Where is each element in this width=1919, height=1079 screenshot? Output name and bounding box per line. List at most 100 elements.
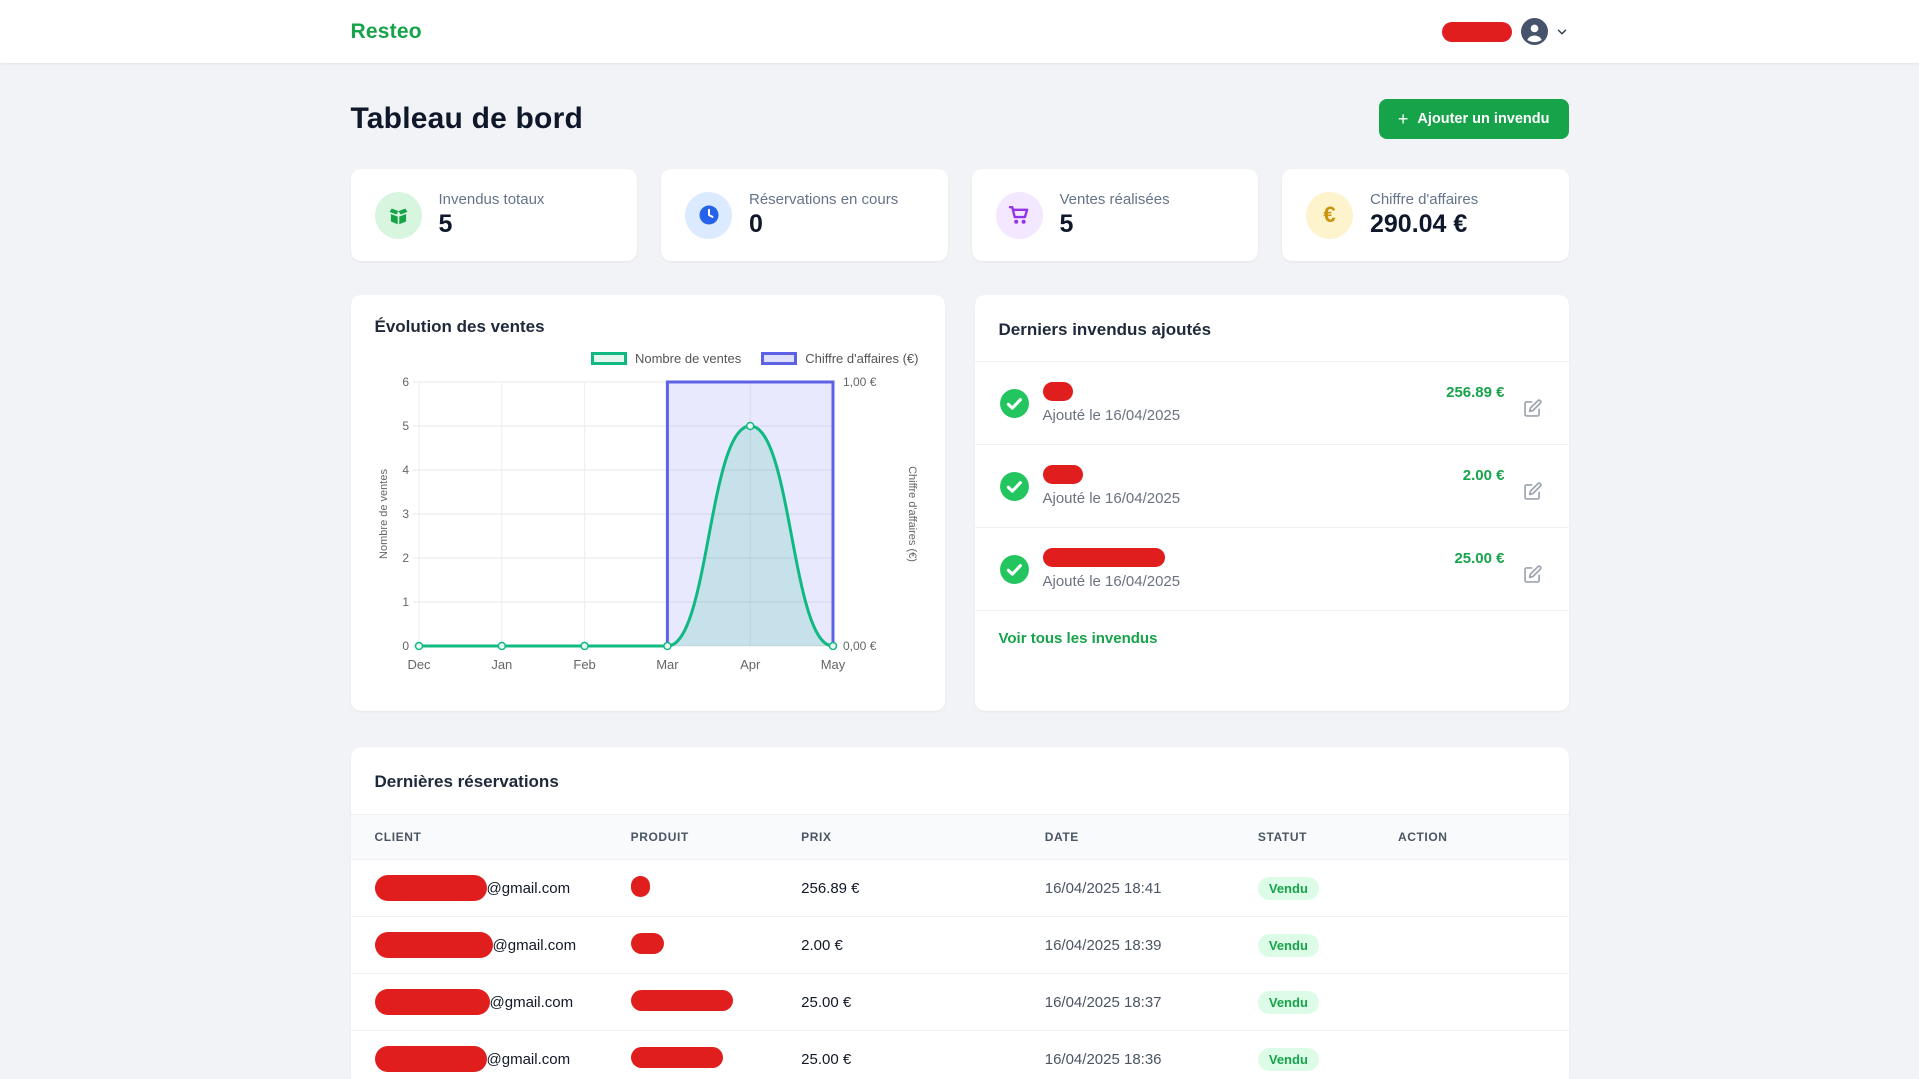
- product-redacted: [630, 875, 650, 897]
- open-box-icon: [374, 191, 422, 239]
- column-header-client: Client: [350, 814, 631, 860]
- page-title: Tableau de bord: [350, 102, 583, 135]
- svg-text:Mar: Mar: [656, 657, 679, 672]
- clock-icon: [685, 191, 732, 239]
- svg-text:1: 1: [402, 595, 409, 609]
- reservation-date: 16/04/2025 18:37: [1044, 973, 1258, 1031]
- client-email-suffix: @gmail.com: [486, 879, 571, 897]
- reservation-price: 256.89 €: [801, 859, 1045, 917]
- unsold-price: 2.00 €: [1462, 467, 1505, 484]
- status-badge: Vendu: [1257, 1047, 1319, 1071]
- reservations-table-body: @gmail.com 256.89 € 16/04/2025 18:41 Ven…: [350, 859, 1569, 1079]
- user-menu[interactable]: [1441, 18, 1569, 45]
- check-circle-icon: [999, 389, 1029, 418]
- check-circle-icon: [999, 472, 1029, 501]
- unsold-list-item: Ajouté le 16/04/2025 25.00 €: [974, 528, 1569, 611]
- column-header-date: Date: [1044, 814, 1258, 860]
- top-navigation-bar: Resteo: [0, 0, 1919, 63]
- status-badge: Vendu: [1257, 876, 1319, 900]
- svg-text:4: 4: [402, 463, 409, 477]
- stat-label: Réservations en cours: [749, 191, 899, 208]
- legend-swatch: [761, 352, 798, 365]
- legend-item[interactable]: Chiffre d'affaires (€): [761, 351, 919, 366]
- stat-card-reservations: Réservations en cours 0: [661, 169, 948, 261]
- reservation-row: @gmail.com 25.00 € 16/04/2025 18:36 Vend…: [351, 1031, 1569, 1079]
- legend-swatch: [590, 352, 627, 365]
- reservation-date: 16/04/2025 18:36: [1044, 1050, 1162, 1068]
- client-email-suffix: @gmail.com: [492, 936, 577, 954]
- client-name-redacted: [374, 1046, 487, 1072]
- product-name-redacted: [1042, 382, 1073, 401]
- unsold-added-date: Ajouté le 16/04/2025: [1042, 573, 1181, 590]
- action-cell: [1397, 859, 1569, 917]
- svg-text:0,00 €: 0,00 €: [843, 639, 877, 653]
- stat-value: 5: [438, 210, 453, 238]
- add-unsold-button-label: Ajouter un invendu: [1417, 111, 1550, 127]
- reservation-row: @gmail.com 256.89 € 16/04/2025 18:41 Ven…: [350, 859, 1569, 917]
- product-redacted: [630, 932, 664, 954]
- svg-text:Nombre de ventes: Nombre de ventes: [378, 469, 390, 559]
- product-redacted: [630, 1046, 723, 1068]
- action-cell: [1398, 1031, 1569, 1079]
- recent-unsold-list: Ajouté le 16/04/2025 256.89 € Ajouté le …: [974, 362, 1569, 611]
- chart-title: Évolution des ventes: [374, 317, 545, 336]
- euro-icon: €: [1306, 191, 1353, 239]
- svg-text:1,00 €: 1,00 €: [843, 375, 877, 389]
- stat-value: 290.04 €: [1370, 210, 1468, 238]
- edit-unsold-button[interactable]: [1520, 479, 1545, 507]
- stat-cards-row: Invendus totaux 5 Réservations en cours …: [350, 169, 1569, 261]
- stat-card-unsold-total: Invendus totaux 5: [350, 169, 637, 261]
- reservation-date: 16/04/2025 18:41: [1044, 859, 1258, 917]
- reservation-price: 25.00 €: [801, 973, 1045, 1031]
- user-name-redacted: [1441, 21, 1512, 42]
- reservation-row: @gmail.com 25.00 € 16/04/2025 18:37 Vend…: [350, 973, 1569, 1031]
- client-name-redacted: [374, 989, 490, 1015]
- product-name-redacted: [1042, 465, 1083, 484]
- column-header-produit: Produit: [630, 814, 802, 860]
- chevron-down-icon: [1557, 28, 1566, 35]
- sales-evolution-card: Évolution des ventes Nombre de ventes Chi…: [350, 295, 945, 711]
- column-header-action: Action: [1397, 814, 1569, 860]
- svg-text:2: 2: [402, 551, 409, 565]
- column-header-prix: Prix: [801, 814, 1045, 860]
- plus-icon: +: [1397, 109, 1409, 129]
- status-badge: Vendu: [1257, 933, 1319, 957]
- client-name-redacted: [374, 932, 493, 958]
- check-circle-icon: [999, 555, 1029, 584]
- stat-card-revenue: € Chiffre d'affaires 290.04 €: [1282, 169, 1569, 261]
- stat-label: Ventes réalisées: [1059, 191, 1170, 208]
- legend-item[interactable]: Nombre de ventes: [590, 351, 741, 366]
- product-name-redacted: [1042, 548, 1165, 567]
- app-logo[interactable]: Resteo: [350, 19, 422, 43]
- svg-text:Dec: Dec: [407, 657, 431, 672]
- reservations-card: Dernières réservations Client Produit Pr…: [350, 747, 1569, 1079]
- client-email-suffix: @gmail.com: [489, 993, 574, 1011]
- stat-label: Invendus totaux: [438, 191, 545, 208]
- unsold-price: 25.00 €: [1454, 550, 1505, 567]
- reservations-title: Dernières réservations: [374, 772, 559, 791]
- reservation-price: 2.00 €: [801, 916, 1045, 974]
- unsold-list-item: Ajouté le 16/04/2025 256.89 €: [974, 362, 1569, 445]
- reservation-row: @gmail.com 2.00 € 16/04/2025 18:39 Vendu: [350, 916, 1569, 974]
- cart-icon: [995, 191, 1043, 239]
- action-cell: [1397, 973, 1569, 1031]
- sales-chart-svg: 0 1 2 3 4 5 6 0,00 € 1,00 € Dec Jan Feb Mar Apr May Nom…: [378, 375, 918, 672]
- add-unsold-button[interactable]: + Ajouter un invendu: [1378, 99, 1569, 139]
- unsold-price: 256.89 €: [1446, 384, 1505, 401]
- stat-label: Chiffre d'affaires: [1370, 191, 1479, 208]
- product-redacted: [630, 989, 733, 1011]
- stat-value: 5: [1059, 210, 1074, 238]
- reservation-date: 16/04/2025 18:39: [1044, 916, 1258, 974]
- svg-text:0: 0: [402, 639, 409, 653]
- table-header-row: Client Produit Prix Date Statut Action: [350, 814, 1569, 860]
- stat-card-sales: Ventes réalisées 5: [971, 169, 1258, 261]
- action-cell: [1397, 916, 1569, 974]
- view-all-unsold-link[interactable]: Voir tous les invendus: [998, 630, 1158, 647]
- user-avatar-icon: [1520, 18, 1548, 45]
- unsold-added-date: Ajouté le 16/04/2025: [1042, 490, 1181, 507]
- edit-unsold-button[interactable]: [1520, 562, 1545, 590]
- svg-text:May: May: [820, 657, 845, 672]
- edit-unsold-button[interactable]: [1520, 396, 1545, 424]
- svg-text:5: 5: [402, 419, 409, 433]
- svg-text:Jan: Jan: [491, 657, 512, 672]
